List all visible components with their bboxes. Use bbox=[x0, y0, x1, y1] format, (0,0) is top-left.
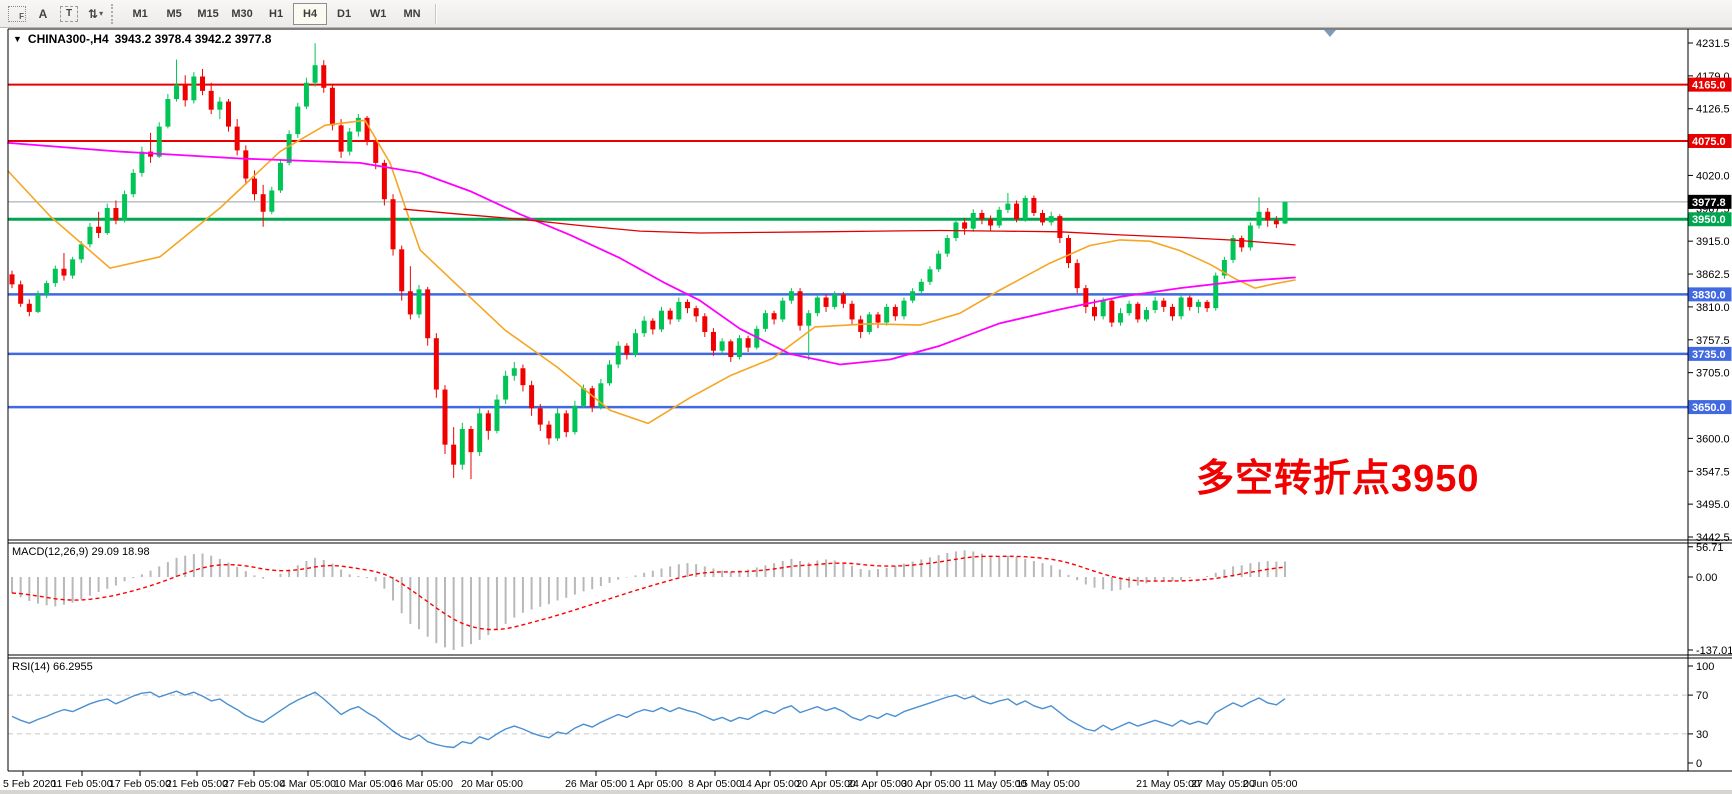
axis-tick-label: 4165.0 bbox=[1692, 80, 1726, 92]
price-level-label bbox=[1688, 400, 1732, 415]
timeframe-H4-button[interactable]: H4 bbox=[293, 2, 328, 25]
axis-tick-label: 24 Apr 05:00 bbox=[847, 778, 907, 790]
macd-indicator-label: MACD(12,26,9) 29.09 18.98 bbox=[12, 546, 150, 558]
price-level-label bbox=[1688, 77, 1732, 92]
axis-tick-label: 20 Mar 05:00 bbox=[461, 778, 523, 790]
chevron-down-icon: ▾ bbox=[99, 9, 104, 18]
toolbar-separator bbox=[435, 3, 438, 24]
axis-tick-label: 3442.5 bbox=[1696, 532, 1730, 544]
macd-signal-line bbox=[11, 555, 1286, 631]
timeframe-M15-button[interactable]: M15 bbox=[197, 7, 219, 20]
axis-tick-label: 2 Jun 05:00 bbox=[1243, 778, 1298, 790]
chart-frame bbox=[7, 28, 1732, 772]
rsi-guide-lines bbox=[8, 694, 1688, 735]
chart-shift-marker[interactable] bbox=[1324, 30, 1336, 37]
timeframe-W1-button[interactable]: W1 bbox=[369, 7, 387, 20]
axis-tick-label: 8 Apr 05:00 bbox=[688, 778, 742, 790]
price-level-label bbox=[1688, 212, 1732, 227]
axis-tick-label: 3977.8 bbox=[1692, 197, 1726, 209]
chart-title: ▼ CHINA300-,H4 3943.2 3978.4 3942.2 3977… bbox=[13, 32, 271, 46]
axis-tick-label: 21 Feb 05:00 bbox=[166, 778, 228, 790]
axis-tick-label: 3862.5 bbox=[1696, 269, 1730, 281]
axis-tick-label: 4020.0 bbox=[1696, 170, 1730, 182]
axis-tick-label: 16 Mar 05:00 bbox=[391, 778, 453, 790]
axis-tick-label: 11 May 05:00 bbox=[964, 778, 1027, 790]
timeframe-M1-button[interactable]: M1 bbox=[132, 7, 148, 20]
main-toolbar: F A T ⇅ ▾ M1 M5 M15 M30 H1 H4 D1 W1 MN bbox=[0, 0, 1732, 28]
axis-tick-label: 100 bbox=[1696, 661, 1714, 673]
axis-tick-label: 3757.5 bbox=[1696, 335, 1730, 347]
axis-tick-label: 3830.0 bbox=[1692, 289, 1726, 301]
axis-tick-label: 26 Mar 05:00 bbox=[565, 778, 627, 790]
axis-tick-label: 30 Apr 05:00 bbox=[901, 778, 961, 790]
price-level-label bbox=[1688, 133, 1732, 148]
price-level-label bbox=[1688, 194, 1732, 209]
price-axis: 4231.54179.04126.54020.03967.53915.03862… bbox=[1688, 38, 1732, 770]
symbol-period-label: CHINA300-,H4 bbox=[27, 32, 109, 46]
axis-tick-label: 4231.5 bbox=[1696, 38, 1730, 50]
axis-tick-label: 70 bbox=[1696, 690, 1708, 702]
timeframe-group: M1 M5 M15 M30 H1 H4 D1 W1 MN bbox=[123, 2, 429, 25]
font-icon: A bbox=[38, 6, 48, 21]
ma-red-line bbox=[403, 208, 1296, 246]
axis-tick-label: 10 Mar 05:00 bbox=[334, 778, 396, 790]
axis-tick-label: 27 May 05:00 bbox=[1191, 778, 1255, 790]
timeframe-M30-button[interactable]: M30 bbox=[231, 7, 253, 20]
text-label-icon: T bbox=[60, 5, 78, 22]
axis-tick-label: -137.01 bbox=[1696, 645, 1732, 657]
new-order-button[interactable]: F bbox=[4, 3, 30, 25]
toolbar-drag-handle[interactable] bbox=[111, 3, 117, 24]
axis-tick-label: 3600.0 bbox=[1696, 433, 1730, 445]
axis-tick-label: 4 Mar 05:00 bbox=[280, 778, 336, 790]
ma-orange-line bbox=[7, 119, 1296, 425]
price-level-label bbox=[1688, 346, 1732, 361]
axis-tick-label: 17 Feb 05:00 bbox=[109, 778, 171, 790]
ohlc-values: 3943.2 3978.4 3942.2 3977.8 bbox=[114, 32, 272, 46]
axis-tick-label: 14 Apr 05:00 bbox=[740, 778, 800, 790]
axis-tick-label: 11 Feb 05:00 bbox=[51, 778, 112, 790]
new-order-icon: F bbox=[8, 5, 26, 22]
timeframe-M5-button[interactable]: M5 bbox=[166, 7, 182, 20]
timeframe-H1-button[interactable]: H1 bbox=[269, 7, 284, 20]
axis-tick-label: 27 Feb 05:00 bbox=[223, 778, 285, 790]
axis-tick-label: 21 May 05:00 bbox=[1136, 778, 1200, 790]
axis-tick-label: 0 bbox=[1696, 758, 1702, 770]
font-button[interactable]: A bbox=[32, 3, 54, 25]
axis-tick-label: 3810.0 bbox=[1696, 302, 1730, 314]
axis-tick-label: 5 Feb 2020 bbox=[3, 778, 56, 790]
axis-tick-label: 30 bbox=[1696, 729, 1708, 741]
axis-tick-label: 3495.0 bbox=[1696, 499, 1730, 511]
price-level-label bbox=[1688, 287, 1732, 302]
axis-tick-label: 3915.0 bbox=[1696, 236, 1730, 248]
axis-tick-label: 1 Apr 05:00 bbox=[629, 778, 683, 790]
timeframe-MN-button[interactable]: MN bbox=[403, 7, 421, 20]
timeframe-D1-button[interactable]: D1 bbox=[337, 7, 352, 20]
axis-tick-label: 0.00 bbox=[1696, 572, 1717, 584]
axis-tick-label: 4075.0 bbox=[1692, 136, 1726, 148]
axis-tick-label: 3547.5 bbox=[1696, 466, 1730, 478]
macd-layer bbox=[11, 550, 1287, 650]
rsi-indicator-label: RSI(14) 66.2955 bbox=[12, 661, 93, 673]
arrows-button[interactable]: ⇅ ▾ bbox=[84, 3, 107, 25]
axis-tick-label: 20 Apr 05:00 bbox=[796, 778, 856, 790]
axis-tick-label: 15 May 05:00 bbox=[1016, 778, 1080, 790]
axis-tick-label: 3735.0 bbox=[1692, 349, 1726, 361]
arrows-icon: ⇅ bbox=[88, 6, 99, 21]
rsi-line bbox=[11, 690, 1286, 749]
axis-tick-label: 4126.5 bbox=[1696, 104, 1730, 116]
axis-tick-label: 3650.0 bbox=[1692, 402, 1726, 414]
axis-tick-label: 3705.0 bbox=[1696, 368, 1730, 380]
chart-text-annotation: 多空转折点3950 bbox=[1196, 458, 1480, 500]
ma-magenta-line bbox=[7, 142, 1296, 366]
axis-tick-label: 56.71 bbox=[1696, 542, 1724, 554]
axis-tick-label: 3950.0 bbox=[1692, 214, 1726, 226]
collapse-icon[interactable]: ▼ bbox=[13, 34, 22, 44]
text-label-button[interactable]: T bbox=[56, 3, 82, 25]
